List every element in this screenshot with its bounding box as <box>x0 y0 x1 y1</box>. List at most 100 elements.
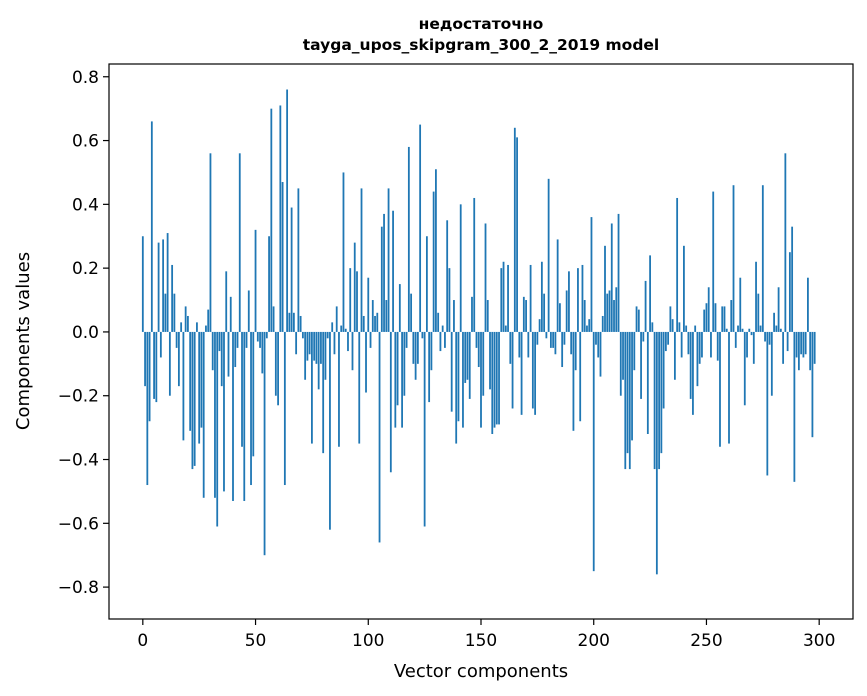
bar <box>752 331 755 364</box>
bar <box>252 331 255 457</box>
bar <box>486 300 489 332</box>
bar <box>245 331 248 348</box>
bar <box>277 331 279 406</box>
bar <box>387 188 390 332</box>
bar <box>299 315 302 332</box>
bar <box>615 287 618 332</box>
bar <box>320 331 322 364</box>
bar <box>272 306 275 332</box>
bar <box>712 191 715 332</box>
bar <box>552 331 555 348</box>
bar <box>622 331 624 380</box>
bar <box>236 331 239 348</box>
bar <box>606 293 609 332</box>
bar <box>676 197 679 332</box>
bar <box>209 153 212 332</box>
bar <box>572 331 575 431</box>
bar <box>168 331 171 396</box>
bar <box>617 213 620 332</box>
y-tick-label: −0.4 <box>58 451 99 471</box>
bar <box>374 315 376 332</box>
bar <box>202 331 205 498</box>
bar <box>531 331 534 409</box>
bar <box>416 331 419 364</box>
bar <box>450 331 453 412</box>
bar <box>773 312 775 332</box>
y-tick-label: 0.8 <box>72 68 99 88</box>
bar <box>166 233 169 332</box>
bar <box>207 309 210 332</box>
y-tick-label: 0.6 <box>72 132 99 152</box>
bar <box>383 213 385 332</box>
bar <box>333 331 336 355</box>
bar <box>651 322 654 332</box>
bar <box>141 236 144 332</box>
bar <box>308 331 311 355</box>
bar <box>412 331 415 364</box>
bar <box>696 331 699 387</box>
bar <box>586 325 588 332</box>
bar <box>671 319 674 332</box>
bar <box>757 293 760 332</box>
bar <box>577 268 579 332</box>
bar <box>811 331 814 438</box>
bar <box>338 331 340 447</box>
bar <box>692 331 694 415</box>
bar <box>144 331 146 387</box>
bar <box>725 328 728 332</box>
bar <box>430 331 433 371</box>
bar <box>234 331 237 368</box>
bar <box>150 121 153 332</box>
bar <box>599 331 602 377</box>
bar <box>561 331 564 368</box>
bar <box>705 303 708 332</box>
bar <box>513 127 516 332</box>
bar <box>721 306 724 332</box>
bar <box>547 178 550 332</box>
bar <box>673 331 676 380</box>
bar <box>788 252 791 332</box>
bar <box>225 271 228 332</box>
bar <box>146 331 149 486</box>
bar <box>761 185 764 332</box>
bar <box>306 331 309 361</box>
bar <box>421 331 424 339</box>
bar <box>683 245 685 332</box>
bar <box>171 264 174 332</box>
bar <box>649 255 651 332</box>
bar <box>592 331 595 572</box>
bar <box>680 331 683 358</box>
bar <box>554 331 557 355</box>
plot-area-frame <box>108 63 854 620</box>
bar <box>378 331 381 543</box>
bar <box>782 331 785 364</box>
bar <box>437 312 440 332</box>
bar <box>504 325 507 332</box>
bar <box>419 124 422 332</box>
bar <box>540 261 543 332</box>
bar <box>716 331 719 361</box>
bar <box>689 331 692 399</box>
bar <box>644 280 647 332</box>
bar <box>371 300 374 332</box>
bar <box>601 315 604 332</box>
bar <box>791 226 794 332</box>
bar <box>347 331 349 352</box>
bar <box>770 331 773 396</box>
bar <box>525 300 527 332</box>
bar <box>362 315 365 332</box>
bar <box>631 331 633 441</box>
bar <box>459 204 462 332</box>
bar <box>256 331 259 342</box>
bar <box>232 331 234 501</box>
bar <box>148 331 151 422</box>
bar <box>211 331 214 371</box>
bar <box>491 331 494 434</box>
bar <box>162 239 165 332</box>
bar <box>516 137 518 332</box>
bar <box>329 331 331 530</box>
bar <box>259 331 261 348</box>
bar <box>694 325 697 332</box>
bar <box>432 191 435 332</box>
bar <box>177 331 180 387</box>
